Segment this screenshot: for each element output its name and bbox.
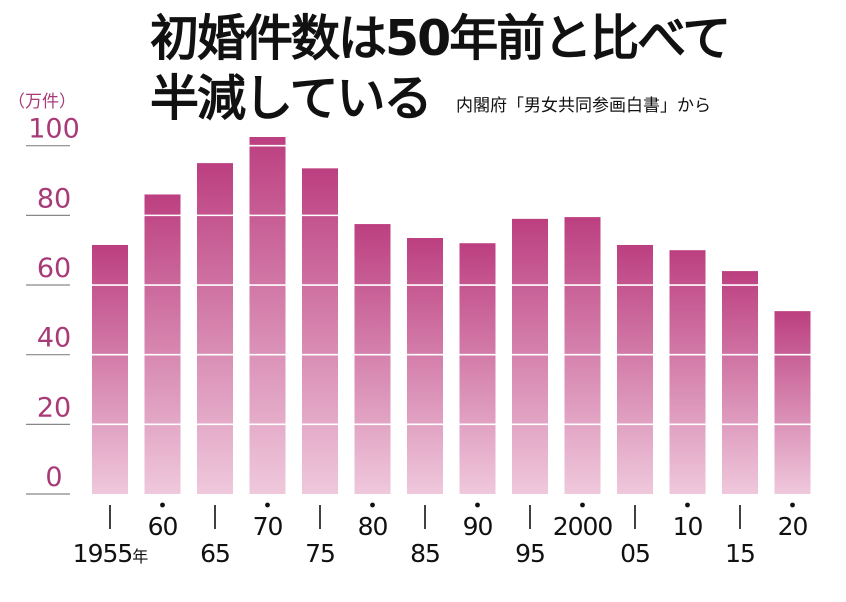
x-tick-label: 60 — [148, 512, 178, 541]
bar — [197, 163, 233, 494]
bar — [512, 218, 548, 494]
y-tick-label: 0 — [45, 462, 62, 493]
bar — [722, 271, 758, 494]
x-tick-dot — [265, 502, 270, 508]
x-tick-label: 80 — [358, 512, 388, 541]
y-tick-label: 80 — [37, 183, 71, 214]
x-tick-label: 10 — [673, 512, 703, 541]
bar — [354, 224, 391, 494]
x-tick-dot — [160, 502, 165, 508]
x-tick-label: 2000 — [553, 512, 613, 541]
x-tick-dot — [475, 502, 480, 508]
x-tick-label: 70 — [253, 512, 283, 541]
bar — [669, 250, 706, 494]
bars — [92, 137, 811, 495]
x-tick-label: 1955年 — [73, 539, 149, 568]
x-tick-label: 95 — [515, 539, 545, 568]
bar — [249, 137, 286, 494]
chart-title-line2: 半減している — [150, 70, 433, 127]
bar — [459, 243, 496, 494]
x-tick-label: 65 — [200, 539, 230, 568]
x-tick-dot — [685, 502, 690, 508]
bar — [92, 244, 128, 494]
x-tick-label: 75 — [305, 539, 335, 568]
x-tick-dot — [580, 502, 585, 508]
y-tick-label: 100 — [28, 114, 80, 145]
y-tick-label: 40 — [37, 323, 71, 354]
x-tick-label: 85 — [410, 539, 440, 568]
x-tick-label: 90 — [463, 512, 493, 541]
bar — [617, 244, 653, 494]
gridlines — [90, 144, 813, 426]
bar — [407, 238, 443, 494]
y-axis: 0 20 40 60 80 100 — [26, 114, 80, 495]
x-tick-dot — [790, 502, 795, 508]
bar — [774, 311, 811, 494]
bar — [302, 168, 338, 494]
y-tick-label: 60 — [37, 253, 71, 284]
x-tick-label: 05 — [620, 539, 650, 568]
bar — [144, 194, 181, 494]
source-note: 内閣府「男女共同参画白書」から — [456, 96, 711, 116]
bar — [564, 217, 601, 495]
x-tick-label: 15 — [725, 539, 755, 568]
x-tick-dot — [370, 502, 375, 508]
chart-title-line1: 初婚件数は50年前と比べて — [150, 10, 731, 67]
x-tick-label: 20 — [778, 512, 808, 541]
y-tick-label: 20 — [37, 392, 71, 423]
y-axis-unit-label: （万件） — [8, 92, 76, 112]
